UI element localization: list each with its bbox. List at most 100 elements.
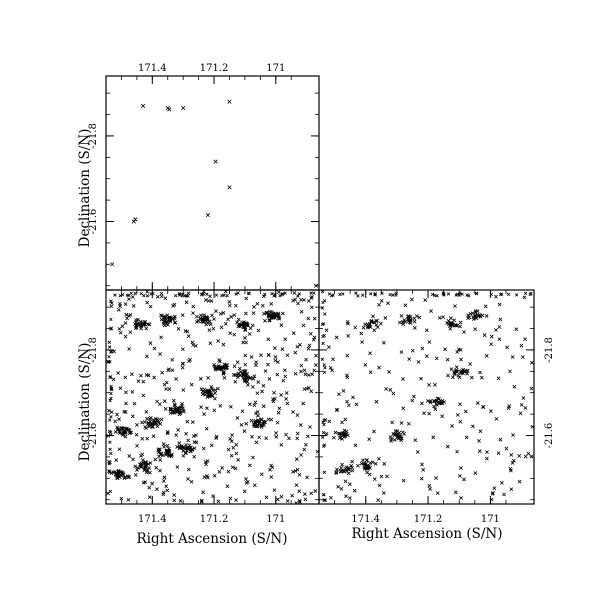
data-point [225, 293, 229, 298]
data-point [478, 370, 482, 375]
data-point [243, 327, 248, 332]
data-point [387, 369, 391, 374]
data-point [285, 499, 290, 503]
data-point [201, 446, 206, 451]
data-point [293, 297, 297, 302]
data-point [208, 341, 213, 346]
data-point [305, 386, 309, 391]
data-point [494, 328, 498, 332]
data-point [193, 344, 198, 348]
data-point [301, 401, 306, 406]
data-point [174, 433, 179, 438]
data-point [250, 434, 254, 439]
data-point [497, 302, 502, 307]
data-point [475, 292, 479, 296]
data-point [186, 477, 190, 481]
data-point [465, 368, 470, 373]
data-point [172, 498, 177, 503]
data-point [363, 362, 368, 367]
data-point [145, 354, 149, 359]
data-point [369, 318, 374, 323]
data-point [110, 262, 115, 267]
data-point [412, 326, 417, 330]
data-point [452, 370, 457, 375]
data-point [521, 396, 526, 400]
data-point [133, 217, 138, 222]
data-point [115, 412, 119, 417]
data-point [297, 342, 302, 347]
data-point [457, 293, 461, 297]
data-point [269, 475, 274, 479]
data-point [170, 368, 175, 373]
data-point [372, 429, 376, 434]
panel-top-left: 171.4 171.2 171 -21.6 -21.8 Declination … [77, 63, 320, 291]
data-point [162, 314, 167, 319]
data-point [232, 313, 237, 317]
data-point [251, 376, 256, 381]
data-point [421, 467, 426, 472]
data-point [475, 309, 480, 314]
data-point [454, 368, 458, 373]
data-point [188, 449, 193, 453]
data-point [394, 293, 398, 297]
data-point [477, 312, 482, 317]
data-point [382, 461, 387, 466]
data-point [445, 444, 450, 449]
data-point [296, 294, 300, 298]
data-point [229, 314, 234, 319]
data-point [221, 342, 226, 347]
data-point [394, 432, 398, 437]
data-point [212, 473, 217, 478]
data-point [459, 369, 464, 373]
data-point [129, 372, 134, 377]
data-point [469, 375, 474, 380]
data-point [234, 498, 238, 502]
data-point [340, 420, 344, 425]
data-point [388, 292, 392, 297]
data-point [435, 396, 440, 401]
data-point [291, 469, 295, 474]
panel-top-left-y-axis-label: Declination (S/N) [77, 129, 93, 248]
panel-bottom-right-x-axis-label: Right Ascension (S/N) [352, 526, 503, 542]
data-point [163, 296, 168, 301]
data-point [356, 463, 360, 468]
data-point [458, 419, 463, 424]
data-point [303, 372, 308, 377]
data-point [510, 461, 515, 465]
data-point [180, 401, 185, 406]
data-point [489, 334, 494, 339]
data-point [420, 462, 424, 467]
data-point [279, 442, 284, 447]
data-point [133, 473, 138, 477]
data-point [231, 372, 236, 377]
data-point [175, 465, 180, 469]
data-point [130, 414, 135, 419]
data-point [377, 456, 381, 461]
data-point [458, 291, 462, 295]
data-point [211, 494, 216, 499]
data-point [199, 387, 204, 392]
x-tick-label: 171.4 [351, 514, 380, 525]
data-point [141, 480, 146, 485]
data-point [284, 432, 288, 437]
data-point [517, 479, 522, 484]
data-point [276, 410, 281, 415]
data-point [154, 465, 159, 470]
data-point [228, 404, 233, 409]
data-point [354, 402, 359, 407]
data-point [401, 377, 405, 381]
data-point [109, 387, 114, 392]
data-point [114, 458, 119, 462]
data-point [455, 323, 459, 328]
data-point [275, 372, 280, 377]
data-point [190, 420, 195, 425]
data-point [279, 323, 284, 328]
data-point [291, 410, 295, 414]
data-point [399, 438, 404, 443]
data-point [135, 443, 139, 448]
data-point [220, 293, 224, 298]
data-point [388, 388, 393, 392]
data-point [453, 304, 457, 309]
data-point [187, 359, 191, 363]
